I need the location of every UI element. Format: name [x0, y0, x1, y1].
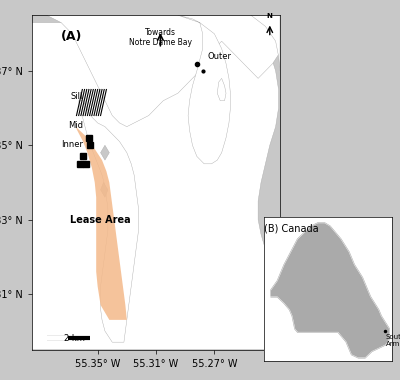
Polygon shape: [100, 145, 109, 160]
Text: (A): (A): [61, 30, 82, 43]
Text: Towards
Notre Dame Bay: Towards Notre Dame Bay: [129, 28, 192, 47]
Text: Sill: Sill: [71, 92, 83, 101]
Polygon shape: [251, 15, 280, 71]
Text: Inner: Inner: [61, 140, 83, 149]
Text: Lease Area: Lease Area: [70, 215, 131, 225]
Text: South
Arm: South Arm: [386, 334, 400, 347]
Text: Mid: Mid: [68, 121, 83, 130]
Polygon shape: [217, 78, 226, 101]
Polygon shape: [79, 101, 138, 342]
Polygon shape: [100, 182, 108, 197]
Text: 2 km: 2 km: [64, 334, 85, 343]
Text: N: N: [267, 13, 273, 19]
Text: Outer: Outer: [207, 52, 231, 60]
Polygon shape: [76, 127, 127, 320]
Polygon shape: [32, 15, 280, 127]
Polygon shape: [32, 23, 280, 350]
Polygon shape: [178, 15, 230, 164]
Polygon shape: [271, 223, 389, 358]
Text: (B) Canada: (B) Canada: [264, 223, 319, 233]
